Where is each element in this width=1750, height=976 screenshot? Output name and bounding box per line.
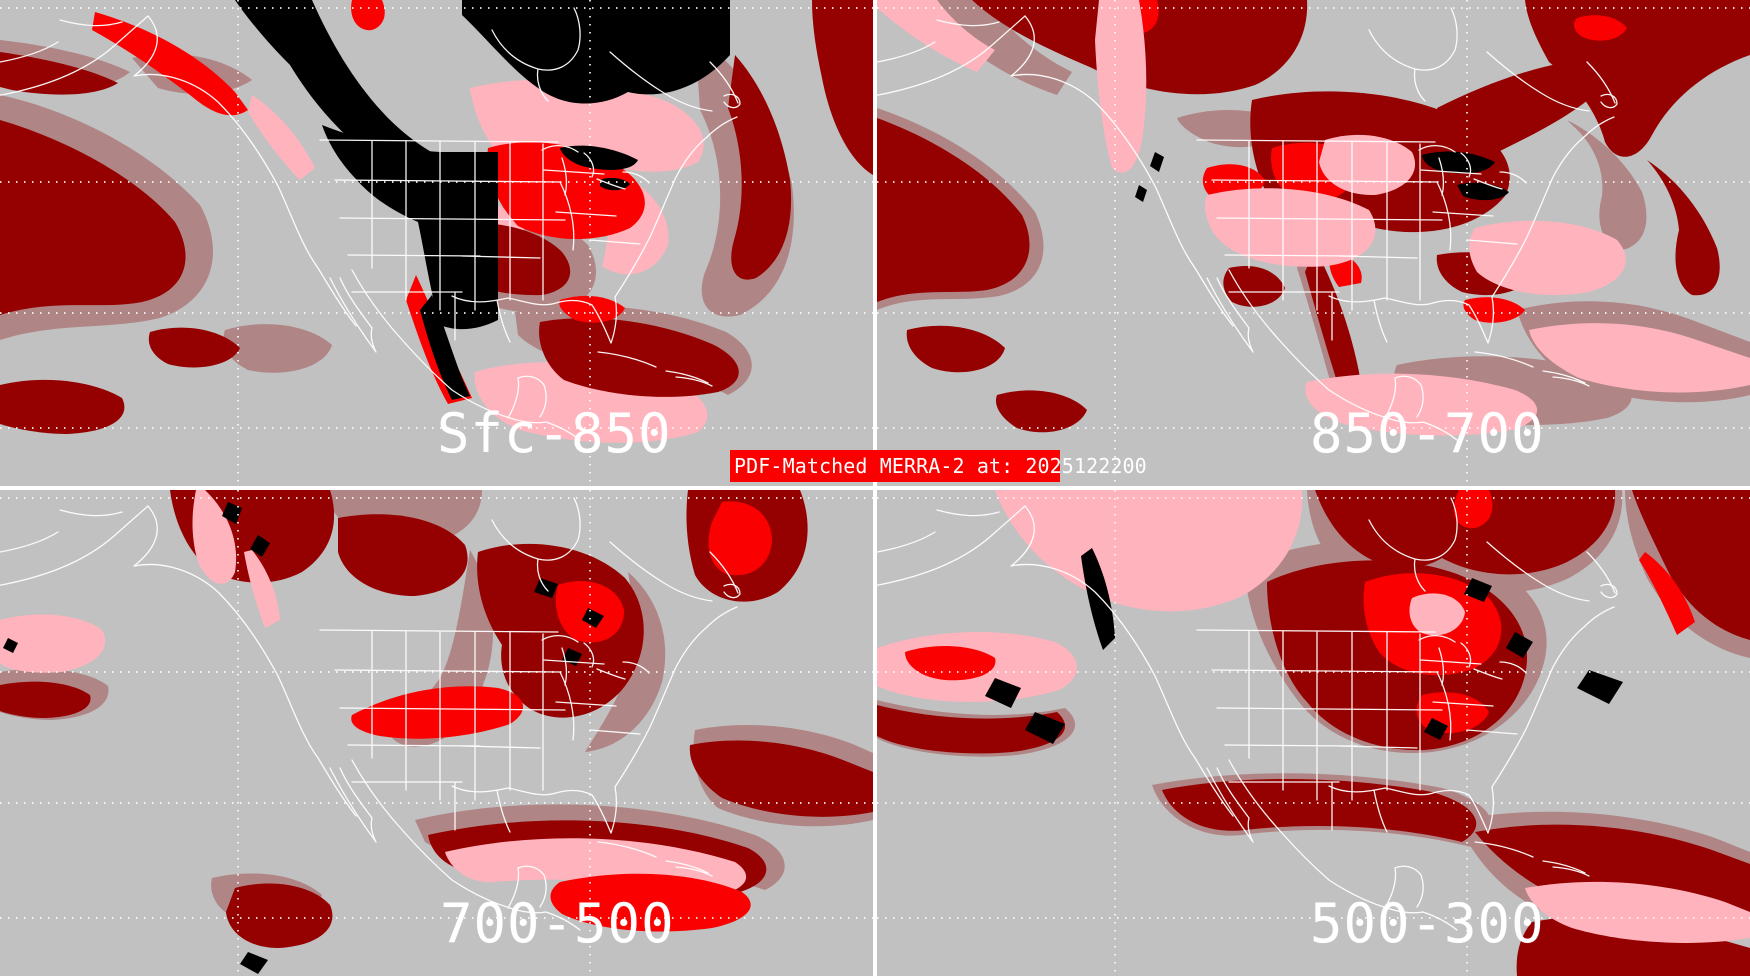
- panel-sfc-850: Sfc-850: [0, 0, 873, 486]
- map-850-700: [877, 0, 1750, 486]
- panel-label-700-500: 700-500: [440, 892, 675, 955]
- moisture-black: [985, 548, 1623, 744]
- moisture-black: [235, 0, 730, 400]
- map-500-300: [877, 490, 1750, 976]
- map-700-500: [0, 490, 873, 976]
- panel-500-300: 500-300: [877, 490, 1750, 976]
- map-sfc-850: [0, 0, 873, 486]
- panel-label-850-700: 850-700: [1310, 402, 1545, 465]
- title-band: [730, 450, 1060, 482]
- panel-850-700: 850-700: [877, 0, 1750, 486]
- panel-700-500: 700-500: [0, 490, 873, 976]
- panel-label-sfc-850: Sfc-850: [437, 402, 672, 465]
- panel-label-500-300: 500-300: [1310, 892, 1545, 955]
- moisture-pink: [877, 0, 1750, 436]
- moisture-red-bits: [905, 490, 1695, 681]
- moisture-pink: [877, 490, 1750, 943]
- moisture-red: [351, 501, 772, 932]
- figure-title: PDF-Matched MERRA-2 at: 2025122200: [734, 454, 1147, 478]
